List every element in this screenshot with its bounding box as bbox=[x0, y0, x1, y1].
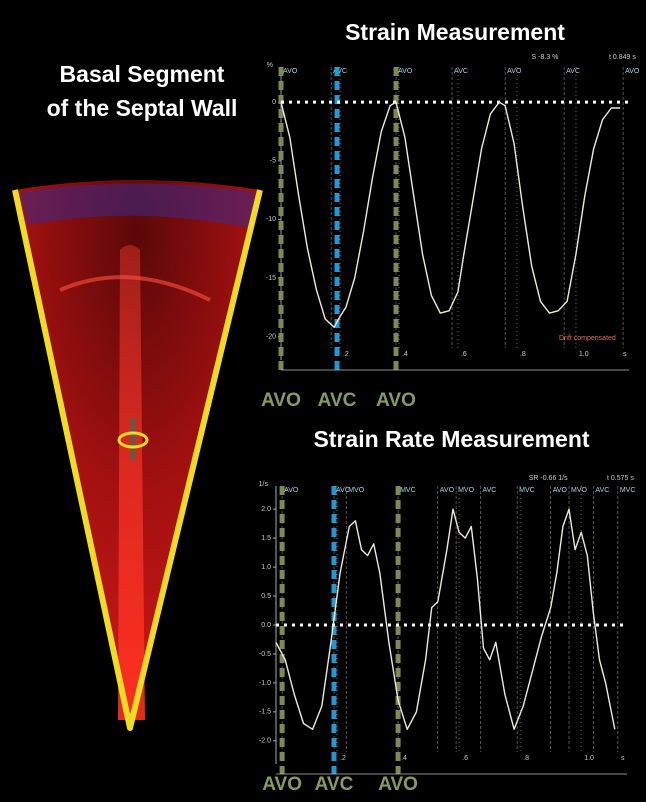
y-tick-label: -1.5 bbox=[259, 709, 271, 716]
y-tick-label: 0.0 bbox=[261, 622, 271, 629]
phase-label: AVO bbox=[378, 774, 418, 795]
event-label: AVC bbox=[566, 68, 580, 75]
chart-title: Strain Measurement bbox=[345, 19, 565, 45]
phase-label: AVO bbox=[262, 774, 302, 795]
wall-echo bbox=[59, 275, 211, 302]
sector-band bbox=[20, 183, 255, 228]
event-label: MVO bbox=[348, 487, 365, 494]
x-tick-label: 1.0 bbox=[579, 351, 589, 358]
septum bbox=[118, 245, 145, 720]
annotation: SR -0.66 1/s bbox=[529, 475, 568, 482]
event-label: MVC bbox=[519, 487, 535, 494]
x-tick-label: .8 bbox=[523, 755, 529, 762]
y-axis-label: 1/s bbox=[259, 481, 269, 488]
y-tick-label: 1.5 bbox=[261, 535, 271, 542]
event-label: AVC bbox=[482, 487, 496, 494]
panel-title: Basal Segment bbox=[60, 61, 225, 87]
sample-region bbox=[117, 431, 149, 449]
event-label: MVC bbox=[400, 487, 416, 494]
event-label: AVO bbox=[283, 68, 298, 75]
event-label: AVO bbox=[507, 68, 522, 75]
event-label: AVO bbox=[284, 487, 299, 494]
curve bbox=[275, 508, 616, 730]
echo-sector bbox=[12, 180, 263, 731]
x-axis-label: s bbox=[623, 351, 627, 358]
event-label: MVC bbox=[620, 487, 636, 494]
y-tick-label: -2.0 bbox=[259, 738, 271, 745]
event-label: AVO bbox=[553, 487, 568, 494]
y-tick-label: -0.5 bbox=[259, 651, 271, 658]
x-tick-label: .2 bbox=[340, 755, 346, 762]
y-tick-label: -10 bbox=[266, 216, 276, 223]
event-label: MVO bbox=[458, 487, 475, 494]
event-label: AVO bbox=[440, 487, 455, 494]
x-axis-label: s bbox=[621, 755, 625, 762]
annotation: S -8.3 % bbox=[532, 54, 559, 61]
phase-label: AVC bbox=[318, 390, 357, 411]
event-label: AVC bbox=[595, 487, 609, 494]
event-label: MVO bbox=[571, 487, 588, 494]
y-tick-label: -20 bbox=[266, 333, 276, 340]
event-label: AVO bbox=[398, 68, 413, 75]
y-axis-label: % bbox=[267, 62, 273, 69]
y-tick-label: 2.0 bbox=[261, 506, 271, 513]
x-tick-label: .6 bbox=[461, 351, 467, 358]
x-tick-label: .2 bbox=[343, 351, 349, 358]
phase-label: AVO bbox=[261, 390, 301, 411]
x-tick-label: .4 bbox=[402, 351, 408, 358]
event-label: AVC bbox=[336, 487, 350, 494]
panel-title: of the Septal Wall bbox=[47, 95, 238, 121]
y-tick-label: 1.0 bbox=[261, 564, 271, 571]
x-tick-label: .8 bbox=[520, 351, 526, 358]
y-tick-label: -5 bbox=[270, 158, 276, 165]
annotation: Drift compensated bbox=[559, 335, 616, 342]
x-tick-label: .6 bbox=[462, 755, 468, 762]
y-tick-label: -1.0 bbox=[259, 680, 271, 687]
curve bbox=[280, 101, 621, 328]
x-tick-label: .4 bbox=[401, 755, 407, 762]
annotation: t 0.849 s bbox=[609, 54, 636, 61]
chart-title: Strain Rate Measurement bbox=[313, 426, 589, 452]
y-tick-label: -15 bbox=[266, 275, 276, 282]
phase-label: AVC bbox=[315, 774, 354, 795]
x-tick-label: 1.0 bbox=[584, 755, 594, 762]
phase-label: AVO bbox=[376, 390, 416, 411]
event-label: AVO bbox=[625, 68, 640, 75]
y-tick-label: 0 bbox=[272, 99, 276, 106]
annotation: t 0.575 s bbox=[607, 475, 634, 482]
sector-border bbox=[12, 189, 263, 731]
event-label: AVC bbox=[333, 68, 347, 75]
y-tick-label: 0.5 bbox=[261, 593, 271, 600]
event-label: AVC bbox=[454, 68, 468, 75]
